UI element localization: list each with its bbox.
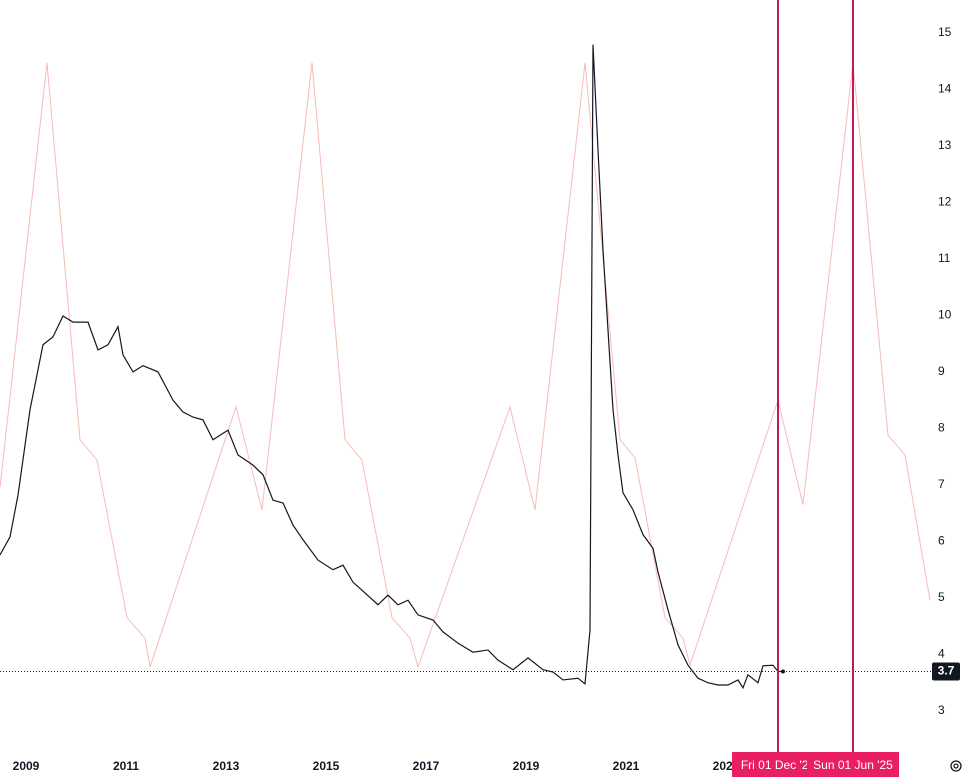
- plot-area: [0, 44, 931, 690]
- x-tick-label: 2011: [113, 759, 139, 773]
- y-tick-label: 8: [938, 421, 945, 435]
- y-tick-label: 3: [938, 703, 945, 717]
- date-label-box: [807, 752, 899, 777]
- x-tick-label: 2021: [613, 759, 640, 773]
- gear-outer: [950, 760, 962, 772]
- y-tick-label: 12: [938, 195, 952, 209]
- y-tick-label: 4: [938, 647, 945, 661]
- y-tick-label: 13: [938, 138, 952, 152]
- x-tick-label: 2009: [13, 759, 40, 773]
- x-tick-label: 2015: [313, 759, 340, 773]
- cycle-line: [0, 62, 931, 669]
- x-tick-label: 2019: [513, 759, 540, 773]
- y-tick-label: 15: [938, 25, 952, 39]
- y-tick-label: 14: [938, 81, 952, 95]
- gear-inner: [953, 763, 959, 769]
- x-tick-label: 2017: [413, 759, 440, 773]
- last-value-box: [932, 662, 960, 681]
- date-label: Fri 01 Dec '23: [741, 758, 816, 772]
- y-tick-label: 9: [938, 364, 945, 378]
- y-tick-label: 5: [938, 590, 945, 604]
- y-tick-label: 7: [938, 477, 945, 491]
- y-tick-label: 6: [938, 534, 945, 548]
- y-tick-label: 11: [938, 251, 951, 265]
- x-tick-label: 2013: [213, 759, 240, 773]
- y-tick-label: 10: [938, 308, 952, 322]
- settings-icon[interactable]: [950, 760, 962, 772]
- last-value-label: 3.7: [938, 664, 955, 678]
- last-point: [781, 669, 785, 674]
- date-label: Sun 01 Jun '25: [813, 758, 893, 772]
- price-line: [0, 44, 783, 690]
